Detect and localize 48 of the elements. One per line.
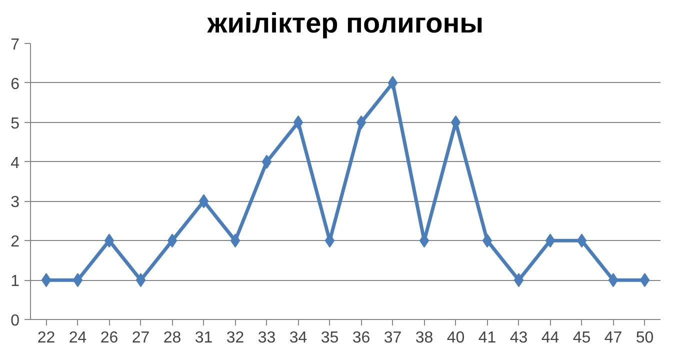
point (450, 115, 461, 130)
x-tick-label: 32 (226, 330, 244, 346)
point (198, 194, 209, 208)
x-tick-label: 37 (384, 330, 402, 346)
point (514, 273, 524, 288)
point (72, 273, 83, 288)
x-tick-label: 44 (541, 330, 560, 346)
point (576, 234, 587, 248)
y-tick-label: 0 (10, 312, 20, 330)
point (608, 273, 618, 288)
y-tick-label: 6 (10, 76, 20, 93)
x-tick-label: 40 (446, 330, 465, 346)
x-tick-label: 22 (37, 330, 56, 346)
point (545, 234, 556, 248)
x-tick-label: 50 (636, 330, 654, 346)
point (262, 154, 272, 169)
point (388, 76, 398, 90)
x-tick-label: 33 (258, 330, 276, 346)
y-tick-label: 4 (10, 154, 20, 172)
y-tick-label: 7 (10, 36, 20, 54)
x-tick-label: 28 (163, 330, 182, 346)
x-tick-label: 45 (572, 330, 591, 346)
point (167, 234, 178, 248)
point (356, 115, 366, 130)
x-tick-label: 34 (289, 330, 308, 346)
x-tick-label: 47 (604, 330, 622, 346)
x-tick-label: 24 (68, 330, 87, 346)
point (640, 273, 650, 288)
x-tick-label: 38 (415, 330, 434, 346)
x-tick-label: 26 (100, 330, 118, 346)
x-tick-label: 27 (132, 330, 150, 346)
point (41, 273, 52, 288)
point (482, 234, 492, 248)
x-tick-label: 31 (194, 330, 213, 346)
y-tick-label: 2 (10, 234, 20, 251)
point (104, 234, 114, 248)
point (324, 234, 335, 248)
point (136, 273, 146, 288)
y-tick-label: 5 (10, 115, 20, 132)
x-tick-label: 43 (510, 330, 528, 346)
chart-title: жиіліктер полигоны (206, 8, 484, 38)
x-tick-label: 36 (352, 330, 370, 346)
x-tick-label: 35 (320, 330, 339, 346)
x-tick-label: 41 (478, 330, 496, 346)
y-tick-label: 1 (10, 273, 20, 290)
point (230, 234, 240, 248)
y-tick-label: 3 (10, 194, 20, 212)
point (293, 115, 304, 130)
